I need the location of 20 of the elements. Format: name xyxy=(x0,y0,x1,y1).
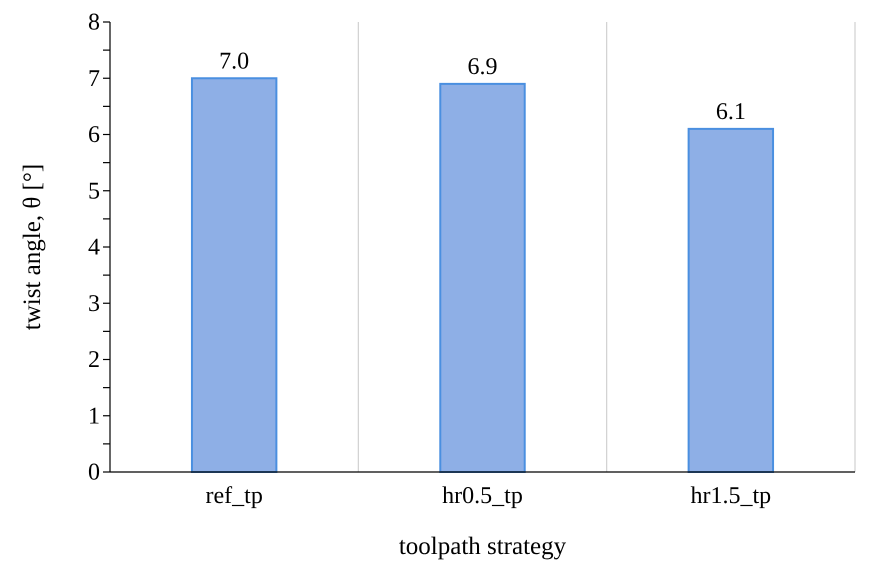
y-tick-label: 1 xyxy=(88,403,100,430)
y-tick-label: 5 xyxy=(88,178,100,204)
y-tick-label: 7 xyxy=(88,66,100,92)
y-tick-label: 8 xyxy=(88,10,100,36)
x-axis-title: toolpath strategy xyxy=(398,533,567,560)
y-tick-label: 3 xyxy=(88,290,100,317)
data-label: 6.1 xyxy=(716,98,746,125)
x-tick-label: ref_tp xyxy=(206,483,263,510)
y-axis-title: twist angle, θ [°] xyxy=(19,164,46,330)
y-tick-label: 0 xyxy=(88,460,100,486)
y-tick-label: 6 xyxy=(88,122,100,148)
x-tick-label: hr1.5_tp xyxy=(690,483,772,510)
y-tick-label: 4 xyxy=(88,234,100,261)
bar xyxy=(688,128,774,473)
y-tick-label: 2 xyxy=(88,347,100,374)
data-label: 6.9 xyxy=(468,54,498,80)
data-label: 7.0 xyxy=(219,48,250,74)
x-tick-label: hr0.5_tp xyxy=(442,483,523,510)
bar xyxy=(439,82,526,473)
bar xyxy=(190,77,278,473)
